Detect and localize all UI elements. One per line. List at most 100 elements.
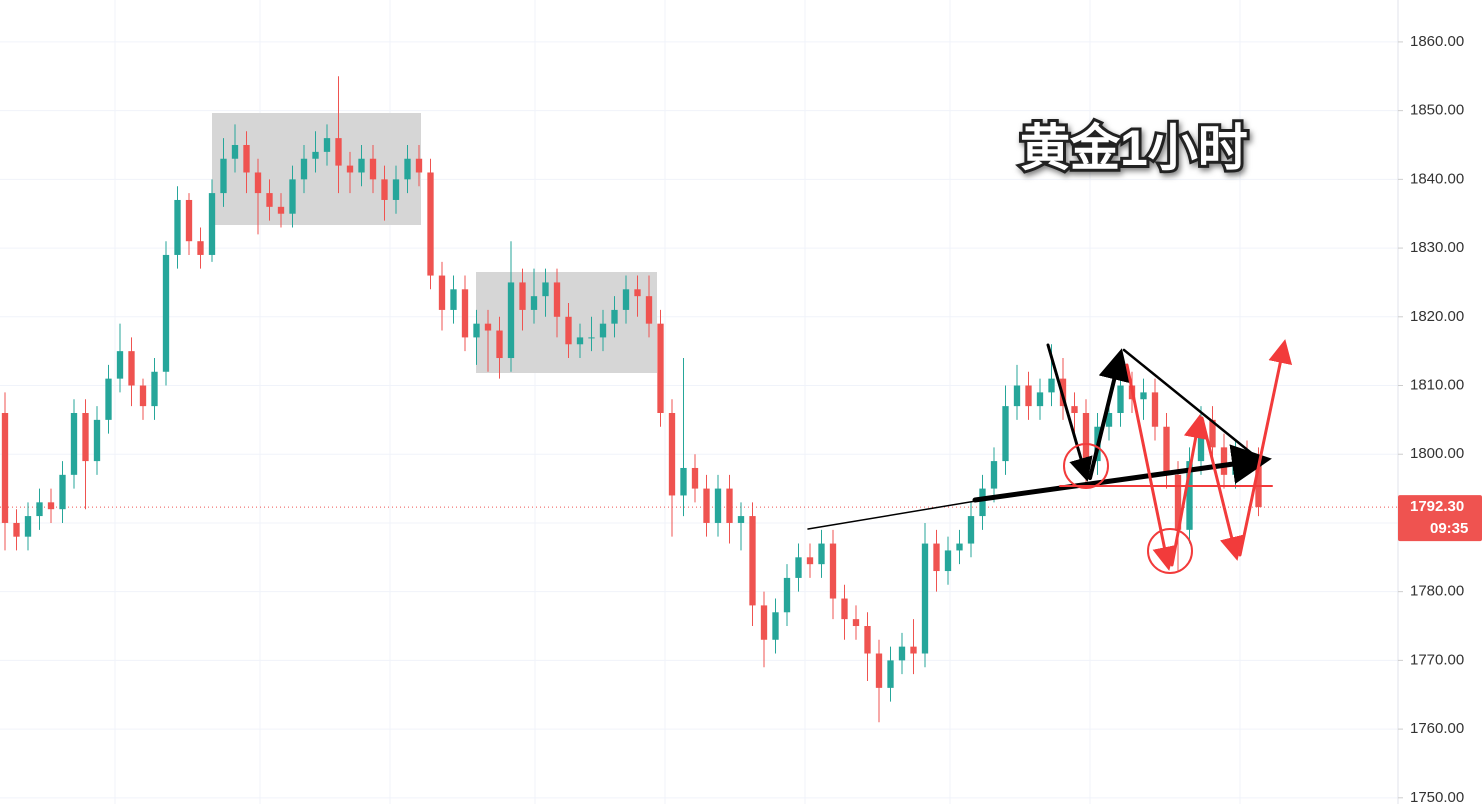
candle-body [139, 385, 147, 407]
candle-body [714, 488, 722, 523]
candle-body [726, 488, 733, 523]
candle-body [772, 612, 779, 640]
candle-body [933, 543, 940, 572]
candle-body [1255, 461, 1262, 508]
candle-body [496, 330, 503, 359]
candle-body [910, 646, 917, 654]
candle-body [1013, 385, 1021, 407]
candle-body [277, 206, 285, 214]
candle-body [542, 282, 549, 297]
candle-body [70, 412, 78, 475]
price-axis: 1750.001760.001770.001780.001790.001800.… [1398, 33, 1482, 804]
candle-body [806, 557, 814, 565]
candle-body [346, 165, 354, 173]
candle-body [231, 144, 239, 159]
candle-body [24, 516, 32, 537]
y-tick-label: 1840.00 [1410, 170, 1464, 187]
candle-body [266, 193, 273, 207]
candle-body [93, 419, 101, 462]
candle-body [13, 522, 20, 537]
candle-body [36, 502, 43, 517]
candle-body [864, 626, 871, 654]
candle-body [151, 371, 158, 407]
candle-body [47, 502, 55, 510]
candle-body [300, 158, 308, 180]
candle-body [921, 543, 929, 654]
candle-body [369, 158, 377, 180]
drawings [807, 339, 1293, 574]
candle-body [749, 516, 756, 606]
candle-body [461, 289, 469, 338]
candle-body [220, 158, 227, 194]
candle-body [680, 467, 687, 496]
y-tick-label: 1770.00 [1410, 651, 1464, 668]
y-tick-label: 1780.00 [1410, 583, 1464, 600]
arrow [1046, 343, 1093, 482]
candle-body [783, 577, 791, 613]
candle-body [1071, 406, 1078, 413]
candle-body [381, 179, 388, 200]
highlight-circle [1147, 528, 1193, 574]
arrow [1088, 348, 1130, 480]
candle-body [576, 337, 584, 345]
last-price-label: 1792.30 [1410, 498, 1464, 515]
candle-body [404, 158, 411, 180]
candle-body [162, 254, 170, 372]
candle-body [415, 158, 423, 173]
candle-body [703, 488, 710, 523]
candle-body [668, 412, 676, 496]
candle-body [599, 323, 607, 338]
candle-body [530, 296, 538, 310]
candle-body [841, 598, 848, 620]
candle-body [967, 516, 975, 544]
candle-body [208, 193, 216, 255]
candle-body [358, 158, 365, 173]
candle-body [829, 543, 837, 599]
candle-body [611, 309, 618, 324]
y-tick-label: 1820.00 [1410, 308, 1464, 325]
candle-body [553, 282, 561, 317]
candle-body [588, 337, 595, 339]
y-tick-label: 1760.00 [1410, 720, 1464, 737]
y-tick-label: 1810.00 [1410, 376, 1464, 393]
chart-title: 黄金1小时 [1020, 120, 1248, 176]
arrow [1122, 348, 1257, 458]
candle-body [323, 138, 331, 152]
candle-body [507, 282, 515, 359]
candle-body [335, 138, 342, 166]
candle-body [1117, 385, 1124, 413]
candle-body [185, 199, 193, 242]
candle-body [1209, 419, 1216, 448]
countdown-label: 09:35 [1430, 520, 1468, 537]
candle-body [634, 289, 641, 297]
candle-body [116, 351, 124, 379]
candle-body [128, 351, 135, 386]
candle-body [1174, 474, 1182, 530]
candle-body [484, 323, 492, 331]
y-tick-label: 1750.00 [1410, 789, 1464, 804]
candle-body [852, 619, 860, 627]
candle-body [519, 282, 526, 310]
candle-body [427, 172, 434, 276]
candle-body [289, 179, 296, 214]
candle-body [795, 557, 802, 578]
candle-body [898, 646, 906, 661]
candle-body [254, 172, 262, 194]
candle-body [691, 467, 699, 489]
candle-body [1140, 392, 1147, 400]
candle-body [105, 378, 112, 420]
candle-body [737, 516, 745, 523]
candle-body [1036, 392, 1044, 407]
arrow [1170, 414, 1208, 567]
candle-body [990, 461, 998, 489]
candle-body [875, 653, 883, 688]
candle-body [944, 550, 952, 572]
y-tick-label: 1860.00 [1410, 33, 1464, 50]
candle-body [979, 488, 986, 517]
candle-body [450, 289, 457, 310]
highlight-circle [1063, 443, 1109, 489]
candle-body [82, 412, 89, 462]
candles [1, 76, 1262, 723]
candle-body [622, 289, 630, 310]
candle-body [1048, 378, 1055, 393]
